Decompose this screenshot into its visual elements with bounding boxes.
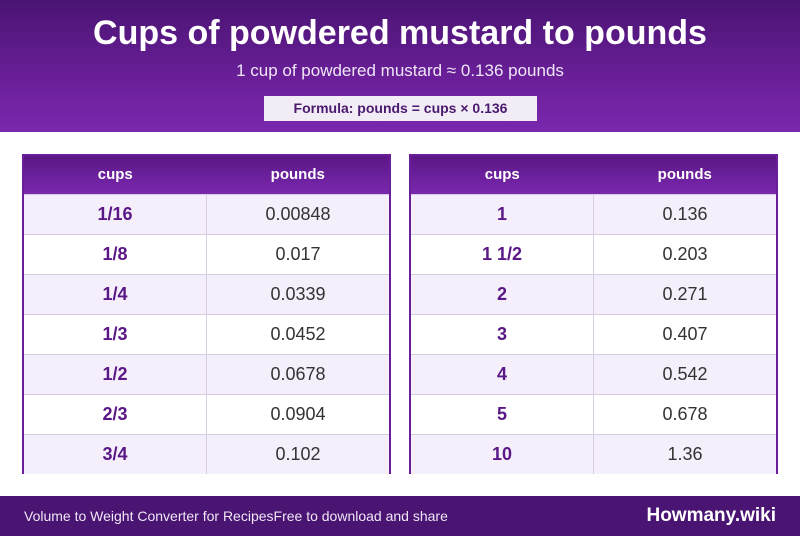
table-header: cups pounds	[24, 156, 389, 194]
pounds-cell: 0.00848	[265, 204, 331, 224]
table-row: 1/8 0.017	[24, 234, 389, 274]
cups-cell: 3	[411, 315, 594, 354]
pounds-cell: 0.0678	[270, 364, 326, 384]
pounds-cell: 0.542	[662, 364, 708, 384]
table-header: cups pounds	[411, 156, 776, 194]
footer-description: Volume to Weight Converter for RecipesFr…	[24, 508, 448, 524]
cups-cell: 4	[411, 355, 594, 394]
cups-cell: 5	[411, 395, 594, 434]
page-title: Cups of powdered mustard to pounds	[93, 14, 707, 52]
cups-cell: 1/8	[24, 235, 207, 274]
cups-cell: 1/2	[24, 355, 207, 394]
cups-cell: 1 1/2	[411, 235, 594, 274]
conversion-table-left: cups pounds 1/16 0.00848 1/8 0.017 1/4 0.03…	[22, 154, 391, 474]
table-row: 1/16 0.00848	[24, 194, 389, 234]
formula-box: Formula: pounds = cups × 0.136	[264, 96, 537, 121]
table-row: 10 1.36	[411, 434, 776, 474]
column-header-cups: cups	[484, 166, 520, 183]
table-row: 2 0.271	[411, 274, 776, 314]
column-header-pounds: pounds	[657, 166, 712, 183]
brand-logo-text[interactable]: Howmany.wiki	[646, 505, 776, 526]
table-row: 1/2 0.0678	[24, 354, 389, 394]
footer-bar: Volume to Weight Converter for RecipesFr…	[0, 496, 800, 536]
pounds-cell: 0.0452	[270, 324, 326, 344]
cups-cell: 2	[411, 275, 594, 314]
pounds-cell: 0.203	[662, 244, 708, 264]
cups-cell: 3/4	[24, 435, 207, 474]
conversion-table-right: cups pounds 1 0.136 1 1/2 0.203 2 0.271 3 0.…	[409, 154, 778, 474]
table-row: 5 0.678	[411, 394, 776, 434]
table-row: 4 0.542	[411, 354, 776, 394]
cups-cell: 2/3	[24, 395, 207, 434]
page-subtitle: 1 cup of powdered mustard ≈ 0.136 pounds	[236, 61, 564, 80]
pounds-cell: 0.271	[662, 284, 708, 304]
pounds-cell: 0.017	[275, 244, 321, 264]
cups-cell: 1/4	[24, 275, 207, 314]
pounds-cell: 0.0339	[270, 284, 326, 304]
pounds-cell: 1.36	[667, 444, 703, 464]
table-row: 1 0.136	[411, 194, 776, 234]
cups-cell: 10	[411, 435, 594, 474]
table-row: 1 1/2 0.203	[411, 234, 776, 274]
pounds-cell: 0.0904	[270, 404, 326, 424]
footer-share-note: Free to download and share	[273, 508, 448, 524]
column-header-pounds: pounds	[270, 166, 325, 183]
table-row: 1/4 0.0339	[24, 274, 389, 314]
header-banner: Cups of powdered mustard to pounds 1 cup…	[0, 0, 800, 132]
table-row: 1/3 0.0452	[24, 314, 389, 354]
table-row: 2/3 0.0904	[24, 394, 389, 434]
table-row: 3/4 0.102	[24, 434, 389, 474]
pounds-cell: 0.407	[662, 324, 708, 344]
footer-tagline: Volume to Weight Converter for Recipes	[24, 508, 274, 524]
pounds-cell: 0.136	[662, 204, 708, 224]
cups-cell: 1	[411, 195, 594, 234]
cups-cell: 1/16	[24, 195, 207, 234]
column-header-cups: cups	[97, 166, 133, 183]
table-row: 3 0.407	[411, 314, 776, 354]
pounds-cell: 0.678	[662, 404, 708, 424]
pounds-cell: 0.102	[275, 444, 321, 464]
cups-cell: 1/3	[24, 315, 207, 354]
